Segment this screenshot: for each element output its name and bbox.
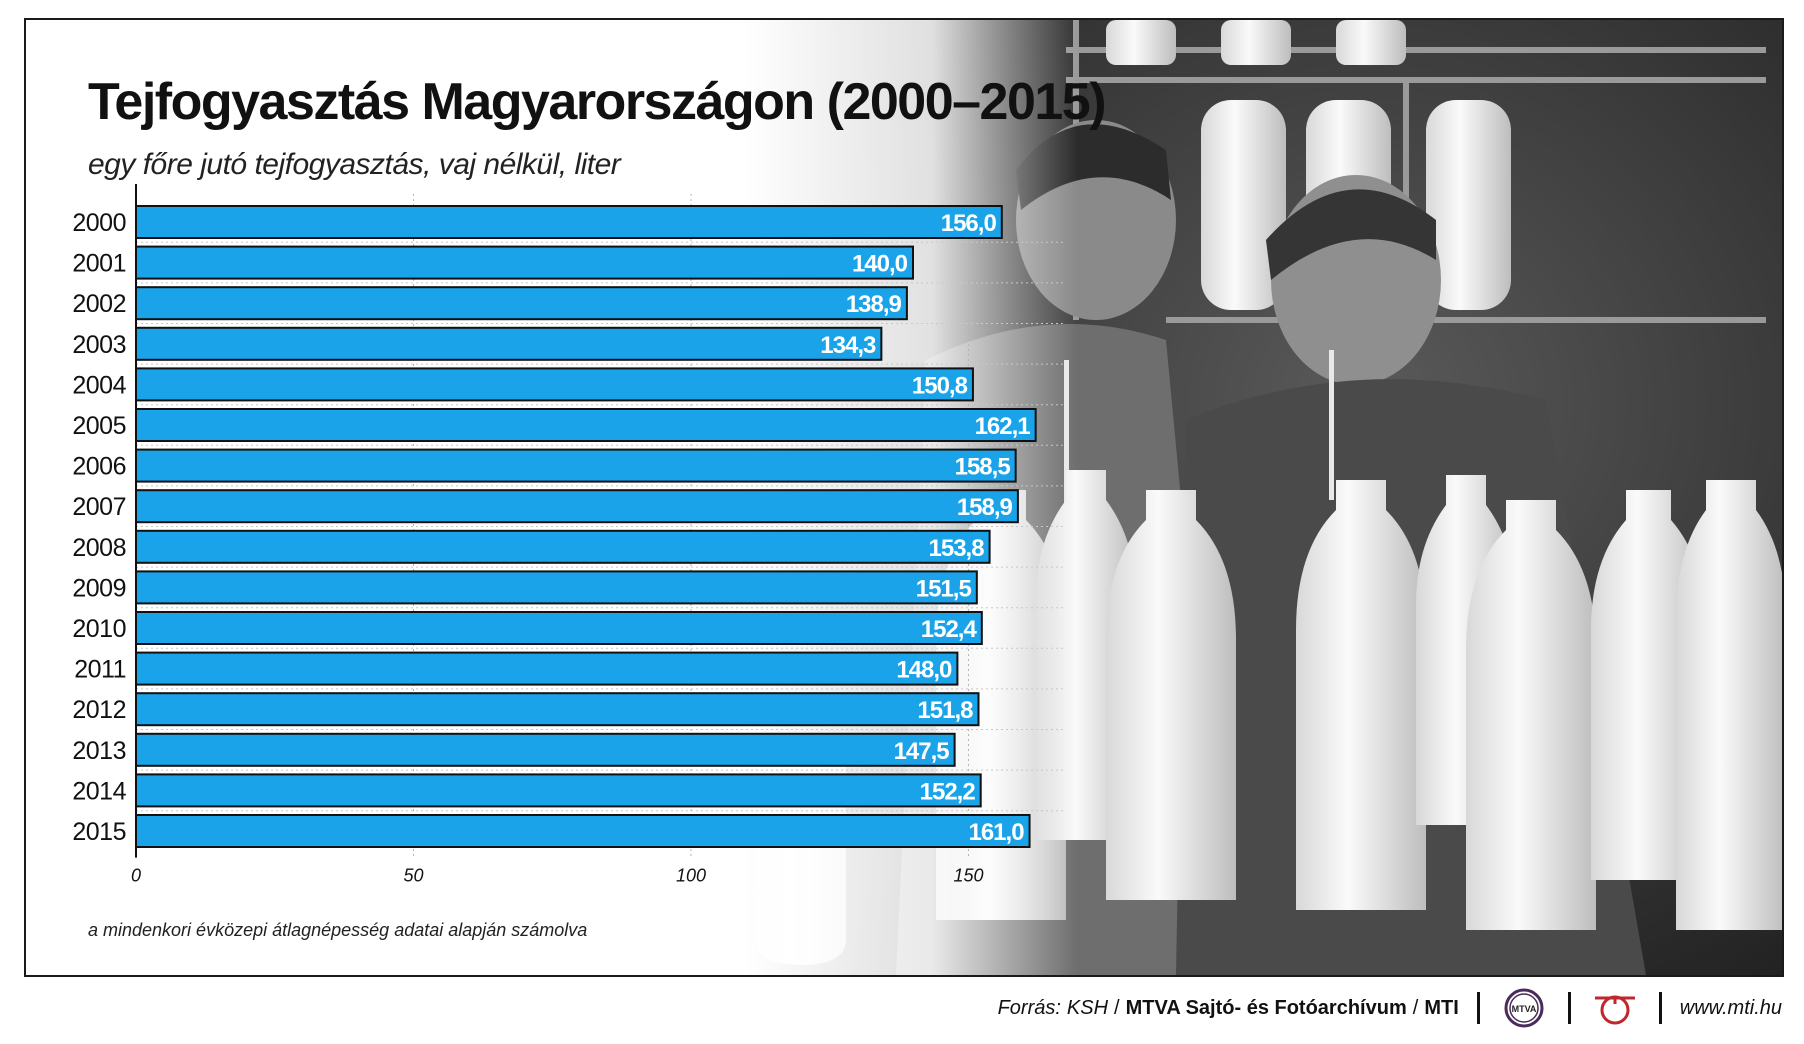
bar-2008 bbox=[135, 529, 991, 564]
year-label-2007: 2007 bbox=[72, 493, 126, 521]
source-separator-2: / bbox=[1412, 996, 1419, 1019]
year-label-2008: 2008 bbox=[72, 534, 126, 562]
bar-2004 bbox=[135, 367, 974, 402]
x-tick-label-50: 50 bbox=[403, 866, 423, 886]
year-label-2015: 2015 bbox=[72, 818, 126, 846]
year-label-2005: 2005 bbox=[72, 412, 126, 440]
value-label-2009: 151,5 bbox=[916, 575, 972, 602]
x-tick-label-150: 150 bbox=[953, 866, 983, 886]
bar-2007 bbox=[135, 489, 1019, 524]
value-label-2008: 153,8 bbox=[929, 535, 985, 562]
year-label-2003: 2003 bbox=[72, 331, 126, 359]
year-label-2009: 2009 bbox=[72, 574, 126, 602]
source-footer: Forrás: KSH / MTVA Sajtó- és Fotóarchívu… bbox=[0, 988, 1782, 1028]
year-label-2001: 2001 bbox=[72, 250, 126, 278]
year-label-2004: 2004 bbox=[72, 371, 126, 399]
year-label-2013: 2013 bbox=[72, 737, 126, 765]
value-label-2003: 134,3 bbox=[820, 332, 876, 359]
value-label-2011: 148,0 bbox=[896, 657, 952, 684]
footer-divider bbox=[1476, 992, 1480, 1024]
value-label-2000: 156,0 bbox=[941, 210, 997, 237]
chart-title: Tejfogyasztás Magyarországon (2000–2015) bbox=[88, 73, 1107, 131]
children-milk-photo bbox=[746, 20, 1782, 975]
year-label-2014: 2014 bbox=[72, 777, 126, 805]
value-label-2013: 147,5 bbox=[894, 738, 950, 765]
value-label-2015: 161,0 bbox=[968, 819, 1024, 846]
value-label-2014: 152,2 bbox=[920, 778, 976, 805]
source-separator-1: / bbox=[1114, 996, 1120, 1019]
infographic-frame: Tejfogyasztás Magyarországon (2000–2015)… bbox=[24, 18, 1784, 977]
bar-2010 bbox=[135, 611, 983, 645]
value-label-2001: 140,0 bbox=[852, 251, 908, 278]
bar-2013 bbox=[135, 732, 956, 767]
bar-2014 bbox=[135, 773, 982, 808]
year-label-2002: 2002 bbox=[72, 290, 126, 318]
bar-2003 bbox=[135, 326, 883, 361]
x-tick-label-0: 0 bbox=[131, 866, 141, 886]
year-label-2012: 2012 bbox=[72, 696, 126, 724]
chart-subtitle: egy főre jutó tejfogyasztás, vaj nélkül,… bbox=[88, 148, 621, 181]
source-mtva: MTVA Sajtó- és Fotóarchívum bbox=[1125, 996, 1407, 1019]
footer-divider bbox=[1567, 992, 1571, 1024]
footer-divider bbox=[1658, 992, 1662, 1024]
bar-2012 bbox=[135, 692, 980, 727]
bar-2002 bbox=[135, 286, 908, 321]
value-label-2012: 151,8 bbox=[917, 697, 973, 724]
year-label-2011: 2011 bbox=[74, 656, 126, 684]
chart-footnote: a mindenkori évközepi átlagnépesség adat… bbox=[88, 920, 588, 940]
x-tick-label-100: 100 bbox=[676, 866, 706, 886]
year-label-2006: 2006 bbox=[72, 453, 126, 481]
mti-logo-icon bbox=[1589, 988, 1641, 1028]
value-label-2010: 152,4 bbox=[921, 616, 978, 643]
year-label-2010: 2010 bbox=[72, 615, 126, 643]
bar-2009 bbox=[135, 570, 978, 605]
mtva-logo-icon: MTVA bbox=[1498, 988, 1550, 1028]
bar-chart: 156,0 2000 140,0 2001 138,9 2002 134,3 2003 150,… bbox=[72, 184, 1063, 886]
bar-2015 bbox=[135, 814, 1031, 848]
source-ksh: KSH bbox=[1066, 996, 1109, 1019]
website-url: www.mti.hu bbox=[1679, 996, 1782, 1019]
value-label-2007: 158,9 bbox=[957, 494, 1013, 521]
year-label-2000: 2000 bbox=[72, 209, 126, 237]
bar-2011 bbox=[135, 651, 959, 686]
value-label-2004: 150,8 bbox=[912, 372, 968, 399]
bar-2001 bbox=[135, 245, 914, 280]
value-label-2005: 162,1 bbox=[975, 413, 1031, 440]
bar-2006 bbox=[135, 448, 1017, 483]
value-label-2002: 138,9 bbox=[846, 291, 902, 318]
source-label: Forrás: bbox=[997, 996, 1061, 1019]
mtva-logo-text: MTVA bbox=[1511, 1004, 1536, 1014]
bar-2000 bbox=[135, 205, 1003, 239]
bar-2005 bbox=[135, 408, 1037, 442]
source-mti: MTI bbox=[1424, 996, 1459, 1019]
value-label-2006: 158,5 bbox=[955, 454, 1011, 481]
